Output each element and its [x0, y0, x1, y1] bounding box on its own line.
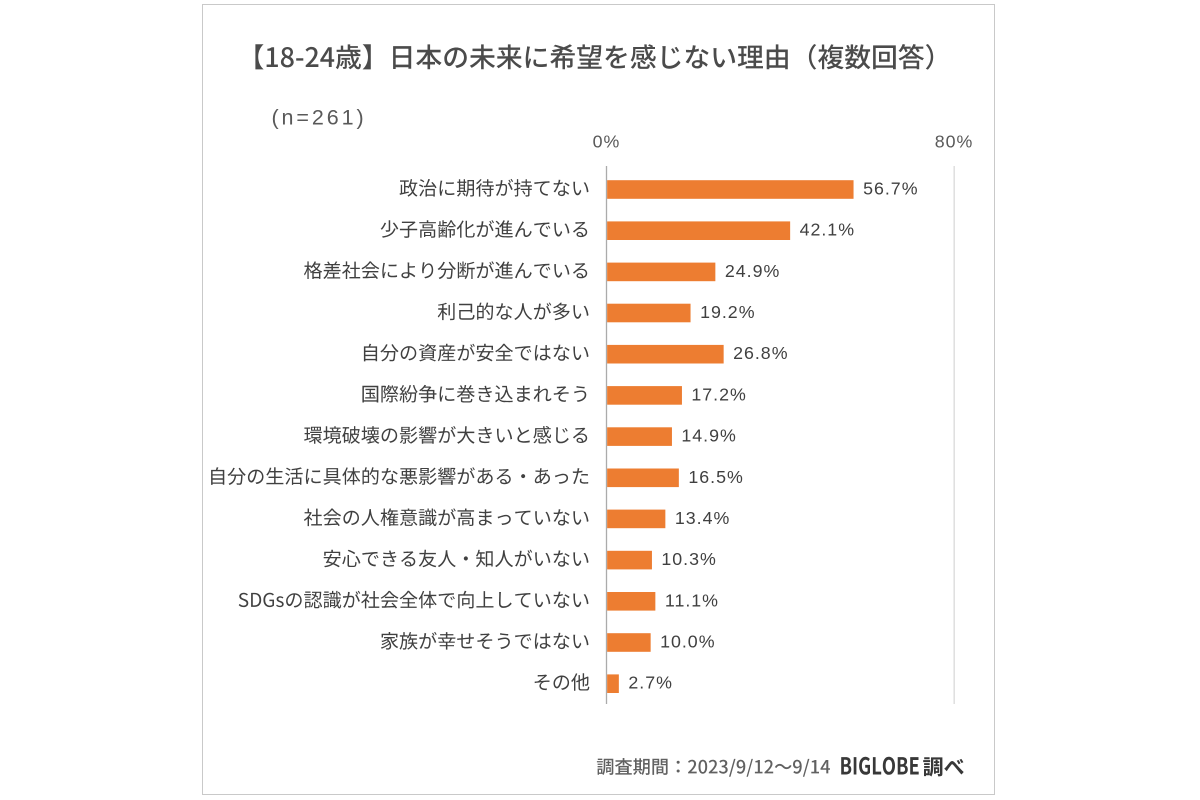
svg-text:26.8%: 26.8% [733, 343, 788, 363]
svg-text:56.7%: 56.7% [863, 179, 918, 199]
svg-text:42.1%: 42.1% [800, 220, 855, 240]
svg-text:24.9%: 24.9% [725, 261, 780, 281]
svg-text:10.0%: 10.0% [660, 632, 715, 652]
svg-text:13.4%: 13.4% [675, 508, 730, 528]
svg-text:14.9%: 14.9% [681, 426, 736, 446]
svg-text:17.2%: 17.2% [691, 384, 746, 404]
svg-text:11.1%: 11.1% [665, 590, 719, 610]
svg-text:(n=261): (n=261) [272, 106, 367, 130]
svg-text:19.2%: 19.2% [700, 302, 755, 322]
svg-text:2.7%: 2.7% [628, 673, 673, 693]
svg-text:16.5%: 16.5% [688, 467, 743, 487]
svg-text:10.3%: 10.3% [661, 549, 716, 569]
svg-text:0%: 0% [593, 132, 621, 152]
svg-text:80%: 80% [935, 132, 974, 152]
